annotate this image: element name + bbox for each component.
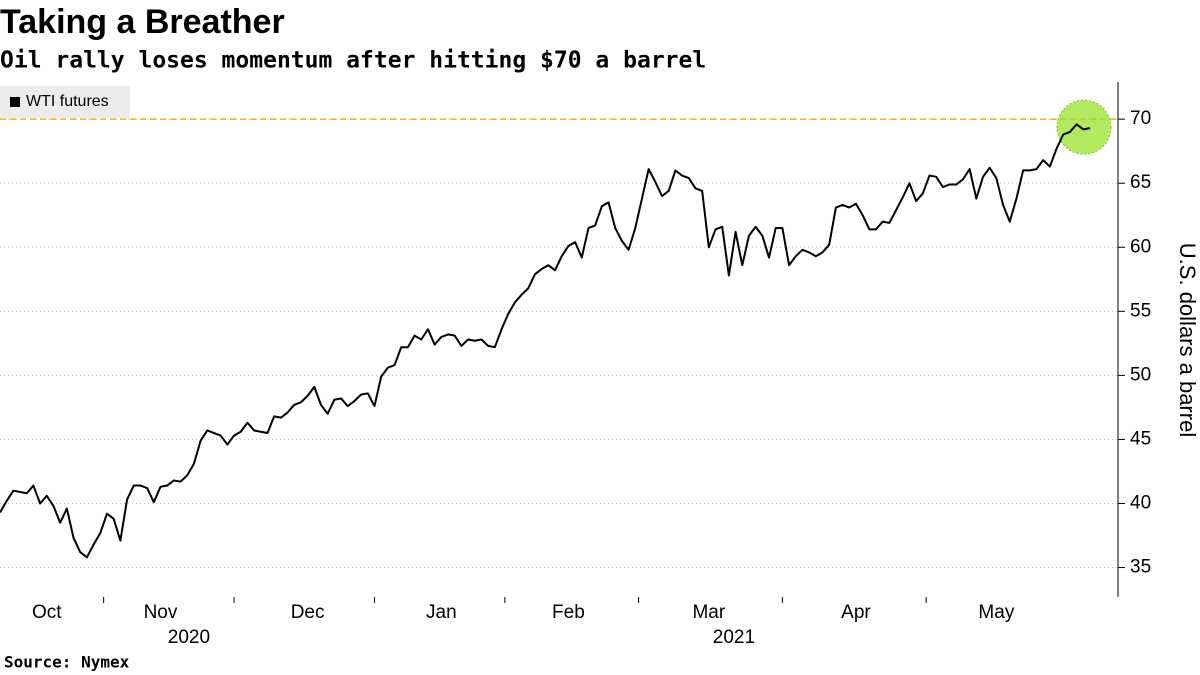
x-tick-label: Mar — [692, 602, 725, 623]
x-tick-label: Jan — [426, 602, 457, 623]
x-tick-label: Apr — [841, 602, 871, 623]
x-tick-label: Dec — [291, 602, 325, 623]
highlight-circle — [1056, 99, 1112, 155]
x-tick-label: Feb — [552, 602, 585, 623]
y-tick-label: 60 — [1130, 236, 1151, 257]
y-axis-label: U.S. dollars a barrel — [1175, 243, 1200, 437]
data-line — [0, 123, 1091, 559]
x-group-label: 2020 — [168, 627, 210, 648]
y-tick-label: 35 — [1130, 557, 1151, 578]
y-tick-label: 40 — [1130, 492, 1151, 513]
source: Source: Nymex — [4, 653, 130, 672]
legend-label: WTI futures — [26, 93, 109, 110]
x-tick-label: May — [978, 602, 1014, 623]
chart-subtitle: Oil rally loses momentum after hitting $… — [0, 48, 706, 74]
x-tick-label: Oct — [32, 602, 62, 623]
y-tick-label: 45 — [1130, 428, 1151, 449]
x-group-label: 2021 — [713, 627, 755, 648]
chart-title: Taking a Breather — [0, 3, 285, 41]
x-tick-label: Nov — [144, 602, 178, 623]
legend: WTI futures — [0, 86, 130, 118]
legend-swatch — [10, 97, 20, 107]
y-tick-label: 50 — [1130, 364, 1151, 385]
y-tick-label: 55 — [1130, 300, 1151, 321]
y-tick-label: 65 — [1130, 172, 1151, 193]
legend-background — [0, 86, 130, 118]
y-tick-label: 70 — [1130, 108, 1151, 129]
